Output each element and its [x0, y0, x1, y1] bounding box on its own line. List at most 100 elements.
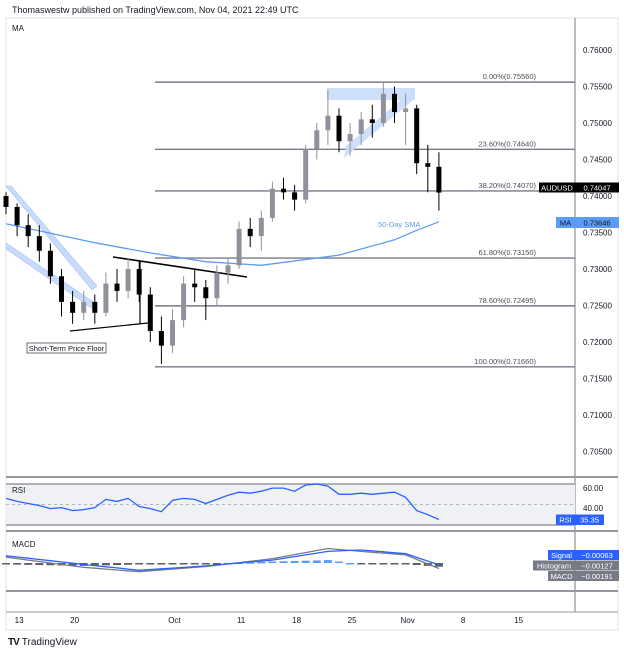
candle[interactable]	[392, 86, 397, 124]
histogram-bar	[157, 563, 166, 565]
price-floor-label-box[interactable]	[26, 342, 107, 354]
price-axis[interactable]: 0.76000 0.75500 0.75000 0.74500 0.74000 0.735…	[583, 46, 612, 457]
candle[interactable]	[269, 181, 275, 222]
candle-body	[225, 265, 231, 273]
candle[interactable]	[236, 221, 242, 269]
candle[interactable]	[358, 112, 364, 145]
candle[interactable]	[214, 265, 220, 306]
descending-channel-upper[interactable]	[5, 185, 98, 291]
candle[interactable]	[425, 144, 431, 193]
candle-body	[59, 276, 64, 302]
candle[interactable]	[314, 123, 320, 160]
candle-body	[325, 115, 331, 131]
ma-value: 0.73646	[583, 219, 610, 228]
candle[interactable]	[436, 152, 442, 211]
sma-50-line[interactable]	[5, 221, 440, 266]
candle[interactable]	[292, 185, 298, 211]
price-floor-label: Short-Term Price Floor	[29, 344, 105, 353]
triangle-upper-trendline[interactable]	[112, 256, 248, 278]
candle[interactable]	[192, 269, 198, 302]
tradingview-brand: TradingView	[21, 637, 77, 648]
histogram-bar	[390, 563, 399, 565]
candle[interactable]	[303, 144, 309, 204]
histogram-bar	[179, 563, 188, 565]
fibonacci-retracement[interactable]: 0.00%(0.75560) 23.60%(0.74640) 38.20%(0.74…	[155, 72, 575, 368]
rsi-tick-label: 60.00	[583, 484, 604, 493]
rsi-value: 35.35	[580, 516, 599, 525]
candle[interactable]	[136, 261, 142, 302]
candle[interactable]	[181, 276, 187, 328]
candle[interactable]	[203, 279, 209, 321]
candle[interactable]	[158, 316, 164, 364]
macd-line[interactable]	[5, 547, 440, 573]
fib-level-label: 23.60%(0.74640)	[478, 139, 536, 148]
histogram-bar	[257, 561, 266, 564]
candle[interactable]	[369, 104, 375, 138]
price-tick-label: 0.71000	[583, 411, 612, 420]
histogram-bar	[335, 561, 343, 564]
candle-body	[236, 228, 242, 266]
histogram-bar	[46, 563, 55, 566]
fib-level-label: 78.60%(0.72495)	[478, 296, 536, 305]
candle-body	[314, 130, 320, 149]
candle[interactable]	[3, 192, 9, 215]
histogram-bar	[24, 563, 33, 565]
price-floor-trendline[interactable]	[69, 322, 149, 332]
candle[interactable]	[36, 225, 42, 262]
candle[interactable]	[147, 287, 153, 342]
candle[interactable]	[125, 258, 131, 299]
macd-histogram[interactable]	[2, 560, 443, 567]
time-tick-label: 8	[461, 616, 466, 625]
candle-body	[47, 250, 53, 277]
time-tick-label: 25	[348, 616, 357, 625]
chart-frame	[5, 17, 619, 631]
candle[interactable]	[403, 93, 409, 145]
candle[interactable]	[325, 90, 331, 145]
rsi-line[interactable]	[5, 483, 440, 521]
histogram-bar	[323, 560, 332, 563]
histogram-bar	[146, 563, 155, 565]
candle-body	[81, 301, 87, 313]
candlesticks[interactable]	[3, 82, 442, 364]
rsi-tag-text: RSI	[559, 516, 572, 525]
candle[interactable]	[170, 309, 175, 353]
sma-label: 50-Day SMA	[378, 220, 421, 229]
candle[interactable]	[81, 290, 87, 321]
candle[interactable]	[336, 108, 342, 153]
resistance-zone[interactable]	[327, 88, 415, 100]
candle[interactable]	[225, 258, 231, 284]
time-axis[interactable]: 13 20 Oct 11 18 25 Nov 8 15	[15, 616, 524, 625]
candle[interactable]	[114, 269, 120, 302]
histogram-bar	[357, 563, 366, 565]
macd-legend-tag	[548, 571, 575, 581]
candle[interactable]	[59, 269, 64, 317]
histogram-bar	[268, 561, 277, 564]
symbol-tag	[539, 182, 575, 193]
histogram-bar	[113, 563, 121, 566]
candle[interactable]	[70, 290, 76, 324]
tradingview-logo[interactable]: TV TradingView	[8, 637, 77, 648]
fib-level-label: 61.80%(0.73150)	[478, 248, 536, 257]
candle-body	[92, 301, 98, 313]
ma-tag	[556, 217, 575, 228]
candle[interactable]	[281, 177, 286, 200]
candle[interactable]	[25, 214, 31, 248]
candle[interactable]	[14, 203, 20, 237]
signal-line[interactable]	[5, 549, 440, 571]
histogram-bar	[434, 563, 443, 567]
candle[interactable]	[258, 210, 264, 251]
fib-level-label: 0.00%(0.75560)	[483, 72, 537, 81]
price-tick-label: 0.73000	[583, 265, 612, 274]
candle[interactable]	[103, 272, 109, 317]
histogram-bar	[135, 563, 144, 565]
candle[interactable]	[347, 123, 353, 156]
macd-legend-value: −0.00063	[581, 551, 613, 560]
last-price-tag	[575, 182, 619, 193]
candle[interactable]	[414, 104, 420, 175]
candle[interactable]	[380, 82, 386, 127]
rising-wedge-band[interactable]	[344, 88, 415, 158]
candle[interactable]	[92, 294, 98, 324]
candle[interactable]	[47, 243, 53, 284]
candle[interactable]	[247, 217, 253, 248]
